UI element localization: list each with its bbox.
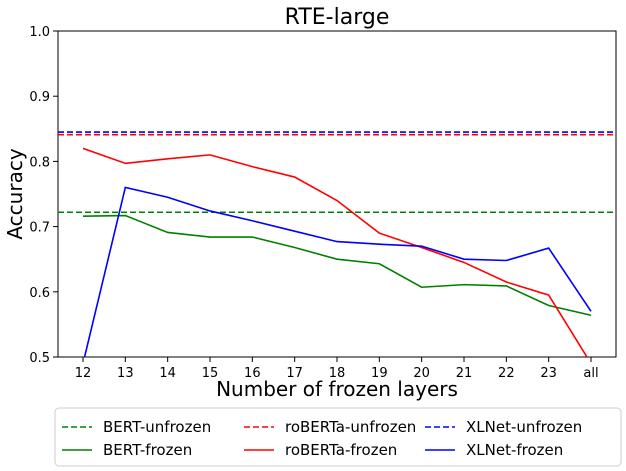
y-tick-label: 0.9: [29, 90, 50, 105]
series-layer: [58, 131, 616, 357]
x-tick-label: 14: [159, 366, 176, 381]
x-tick-label: 13: [117, 366, 134, 381]
legend-label: XLNet-frozen: [466, 441, 563, 459]
x-tick-label: 19: [371, 366, 388, 381]
legend-item-bert-frozen: BERT-frozen: [62, 441, 192, 459]
x-tick-label: 23: [540, 366, 557, 381]
legend-item-roberta-unfrozen: roBERTa-unfrozen: [244, 418, 416, 436]
x-tick-label: 22: [498, 366, 515, 381]
chart-title: RTE-large: [285, 5, 390, 30]
legend-label: XLNet-unfrozen: [466, 418, 582, 436]
x-tick-label: 20: [413, 366, 430, 381]
x-tick-label: 16: [244, 366, 261, 381]
legend-label: BERT-unfrozen: [103, 418, 211, 436]
y-tick-label: 0.6: [29, 286, 50, 301]
x-tick-label: all: [583, 366, 598, 381]
y-tick-label: 1.0: [29, 25, 50, 40]
series-line-roberta-frozen: [82, 147, 588, 357]
x-axis-ticks: 12 13 14 15 16 17 18 19 20 21 22 23 all: [75, 357, 599, 381]
legend-box: [54, 407, 622, 467]
y-axis-ticks: 0.5 0.6 0.7 0.8 0.9 1.0: [29, 25, 58, 366]
legend-item-bert-unfrozen: BERT-unfrozen: [62, 418, 211, 436]
x-tick-label: 18: [329, 366, 346, 381]
legend-item-xlnet-frozen: XLNet-frozen: [425, 441, 563, 459]
y-tick-label: 0.7: [29, 221, 50, 236]
legend-label: roBERTa-frozen: [285, 441, 397, 459]
y-tick-label: 0.8: [29, 155, 50, 170]
x-tick-label: 21: [456, 366, 473, 381]
legend-item-roberta-frozen: roBERTa-frozen: [244, 441, 397, 459]
x-axis-title: Number of frozen layers: [216, 377, 458, 401]
y-axis-title: Accuracy: [3, 148, 27, 239]
series-line-xlnet-frozen: [83, 186, 592, 357]
plot-area: [57, 30, 617, 358]
x-tick-label: 12: [75, 366, 92, 381]
legend: BERT-unfrozen BERT-frozen roBERTa-unfrozen…: [54, 407, 622, 467]
x-tick-label: 17: [286, 366, 303, 381]
series-line-bert-frozen: [82, 214, 592, 317]
legend-label: roBERTa-unfrozen: [285, 418, 416, 436]
legend-label: BERT-frozen: [103, 441, 192, 459]
legend-item-xlnet-unfrozen: XLNet-unfrozen: [425, 418, 582, 436]
y-tick-label: 0.5: [29, 351, 50, 366]
x-tick-label: 15: [202, 366, 219, 381]
